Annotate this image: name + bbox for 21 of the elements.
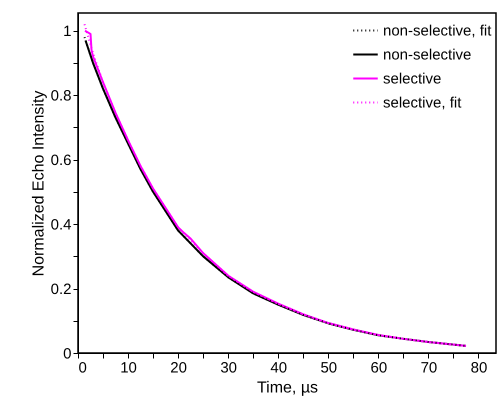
y-tick-label: 1: [63, 23, 72, 40]
legend-label: selective, fit: [383, 94, 462, 112]
y-tick-label: 0: [63, 346, 72, 362]
legend-label: selective: [383, 70, 442, 88]
x-tick-label: 20: [170, 360, 187, 376]
y-tick-label: 0.2: [50, 281, 72, 298]
legend-label: non-selective: [383, 46, 472, 64]
x-axis-title: Time, µs: [256, 380, 318, 396]
x-tick-label: 80: [470, 360, 488, 376]
legend-label: non-selective, fit: [383, 22, 492, 40]
y-tick-label: 0.6: [50, 152, 72, 170]
y-tick-label: 0.4: [50, 216, 72, 234]
x-tick-label: 50: [320, 360, 338, 376]
x-tick-label: 60: [370, 360, 388, 376]
x-tick-label: 10: [120, 360, 137, 376]
y-axis-title: Normalized Echo Intensity: [30, 90, 48, 276]
x-tick-label: 40: [270, 360, 288, 376]
x-tick-label: 70: [420, 360, 438, 376]
y-tick-label: 0.8: [50, 88, 72, 105]
x-tick-label: 0: [78, 360, 87, 376]
x-tick-label: 30: [220, 360, 238, 376]
